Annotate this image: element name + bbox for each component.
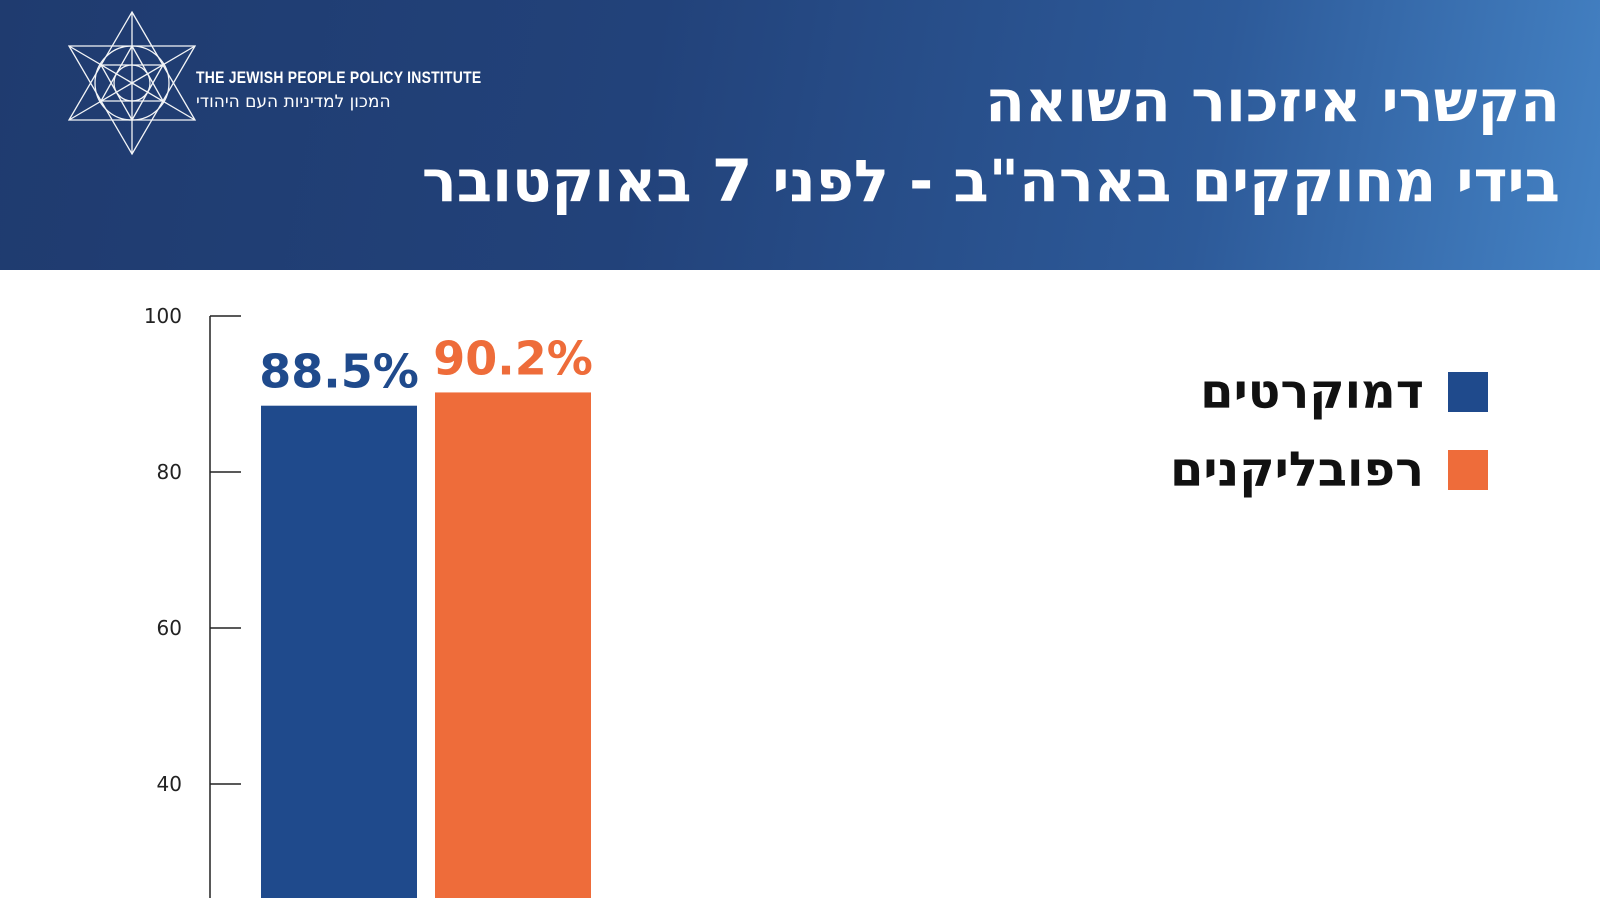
bar-value-label: 90.2% — [433, 331, 593, 385]
bar-democrats — [261, 405, 417, 898]
legend-item-democrats: דמוקרטים — [1170, 364, 1488, 420]
y-tick-label: 100 — [144, 304, 182, 328]
legend-label-democrats: דמוקרטים — [1200, 364, 1424, 420]
jppi-logo: THE JEWISH PEOPLE POLICY INSTITUTE המכון… — [62, 8, 481, 158]
star-of-david-geometric-icon — [67, 10, 197, 156]
bar-value-label: 88.5% — [259, 345, 419, 399]
chart-legend: דמוקרטים רפובליקנים — [1169, 364, 1488, 522]
bar-republicans — [435, 392, 591, 898]
title-line-1: הקשרי איזכור השואה — [985, 67, 1560, 135]
y-tick-label: 60 — [157, 616, 182, 640]
legend-label-republicans: רפובליקנים — [1169, 442, 1424, 498]
title-line-2: בידי מחוקקים בארה"ב - לפני 7 באוקטובר — [421, 147, 1560, 215]
legend-item-republicans: רפובליקנים — [1169, 442, 1488, 498]
logo-hebrew-name: המכון למדיניות העם היהודי — [196, 92, 391, 112]
y-tick-label: 80 — [157, 460, 182, 484]
legend-swatch-republicans — [1448, 450, 1488, 490]
bar-chart: 40 60 80 100 88.5% 90.2% — [0, 270, 1600, 898]
header-banner: THE JEWISH PEOPLE POLICY INSTITUTE המכון… — [0, 0, 1600, 270]
legend-swatch-democrats — [1448, 372, 1488, 412]
logo-english-name: THE JEWISH PEOPLE POLICY INSTITUTE — [196, 68, 482, 87]
chart-plot: 40 60 80 100 88.5% 90.2% — [144, 304, 593, 898]
y-tick-label: 40 — [157, 772, 182, 796]
